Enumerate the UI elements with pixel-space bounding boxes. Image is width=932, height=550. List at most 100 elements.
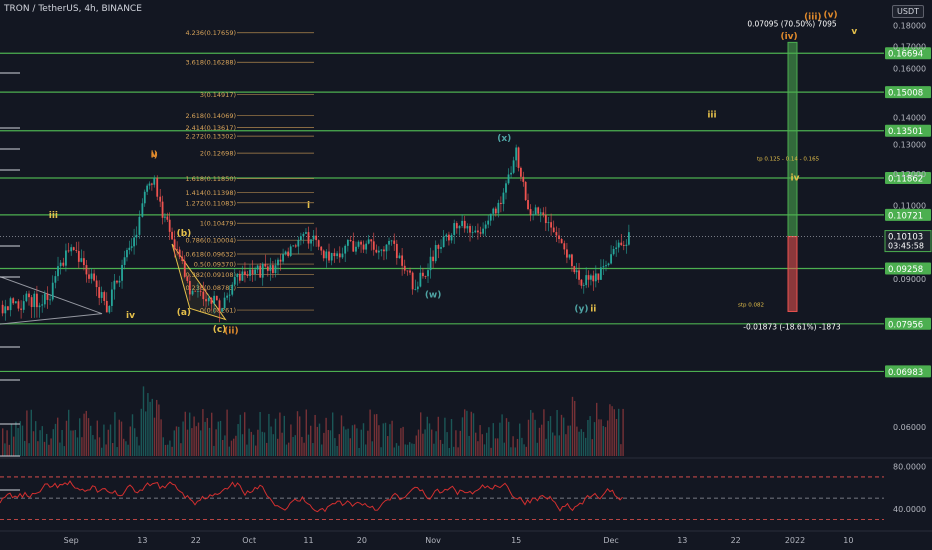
fib-label: 1.618(0.11850) bbox=[185, 175, 236, 183]
candle-body bbox=[544, 214, 547, 224]
volume-bar bbox=[389, 424, 391, 456]
volume-bar bbox=[268, 413, 270, 456]
volume-bar bbox=[294, 435, 296, 456]
volume-bar bbox=[8, 444, 10, 456]
fib-label: 0.5(0.09370) bbox=[194, 261, 236, 269]
volume-bar bbox=[193, 416, 195, 456]
wave-label: (iv) bbox=[780, 32, 797, 42]
candle-body bbox=[194, 290, 197, 292]
volume-bar bbox=[182, 421, 184, 456]
volume-bar bbox=[488, 427, 490, 456]
candle-body bbox=[98, 287, 101, 298]
candle-body bbox=[186, 276, 189, 281]
volume-bar bbox=[547, 421, 549, 456]
candle-body bbox=[542, 212, 545, 215]
candle-body bbox=[83, 258, 85, 266]
candle-body bbox=[156, 177, 159, 197]
volume-bar bbox=[178, 426, 180, 456]
candle-body bbox=[517, 147, 520, 168]
volume-bar bbox=[303, 442, 305, 456]
candle-body bbox=[261, 263, 264, 278]
level-price-label: 0.09258 bbox=[888, 265, 923, 275]
volume-bar bbox=[50, 438, 52, 456]
level-price-badge bbox=[885, 86, 931, 99]
candle-body bbox=[330, 252, 333, 261]
candle-body bbox=[489, 213, 492, 221]
volume-bar bbox=[615, 418, 618, 456]
candle-body bbox=[409, 270, 411, 273]
candle-body bbox=[602, 266, 605, 268]
candle-body bbox=[463, 220, 466, 229]
volume-bar bbox=[442, 443, 444, 456]
volume-bar bbox=[446, 432, 448, 456]
candle-body bbox=[20, 308, 22, 310]
volume-bar bbox=[2, 428, 4, 456]
candle-body bbox=[108, 305, 111, 313]
position-loss-zone bbox=[787, 236, 798, 312]
candle-body bbox=[390, 240, 393, 242]
volume-bar bbox=[611, 406, 613, 456]
candle-body bbox=[95, 280, 98, 288]
volume-bar bbox=[536, 442, 538, 456]
volume-bar bbox=[217, 421, 219, 456]
volume-bar bbox=[96, 420, 98, 456]
candle-body bbox=[236, 273, 239, 278]
candle-body bbox=[580, 279, 583, 286]
time-tick-label: Sep bbox=[64, 536, 79, 545]
volume-bar bbox=[481, 434, 483, 456]
fib-label: 3.618(0.16288) bbox=[185, 59, 236, 67]
volume-bar bbox=[125, 441, 127, 456]
candle-body bbox=[128, 247, 131, 250]
volume-bar bbox=[519, 423, 521, 456]
candle-body bbox=[199, 291, 202, 292]
volume-bar bbox=[149, 401, 151, 456]
candle-body bbox=[625, 244, 628, 246]
volume-bar bbox=[525, 446, 527, 456]
volume-bar bbox=[358, 447, 360, 456]
candle-body bbox=[143, 191, 146, 204]
candle-body bbox=[33, 293, 36, 308]
volume-bar bbox=[37, 441, 39, 456]
volume-bar bbox=[153, 417, 156, 456]
level-price-badge bbox=[885, 365, 931, 378]
volume-bar bbox=[246, 444, 248, 456]
volume-bar bbox=[486, 432, 488, 456]
currency-button[interactable]: USDT bbox=[892, 5, 924, 18]
candle-body bbox=[372, 241, 375, 250]
volume-bar bbox=[114, 412, 116, 456]
volume-bar bbox=[558, 435, 560, 456]
candle-body bbox=[317, 240, 320, 247]
candle-body bbox=[338, 253, 341, 258]
volume-bar bbox=[10, 424, 13, 456]
candle-body bbox=[57, 266, 59, 277]
volume-bar bbox=[314, 414, 316, 456]
candle-body bbox=[215, 295, 218, 301]
candle-body bbox=[534, 207, 537, 215]
candle-body bbox=[302, 233, 305, 237]
volume-bar bbox=[248, 428, 250, 456]
time-tick-label: Dec bbox=[603, 536, 618, 545]
candle-body bbox=[221, 308, 223, 312]
volume-bar bbox=[48, 444, 50, 456]
candle-body bbox=[360, 241, 362, 245]
candle-body bbox=[380, 249, 383, 251]
volume-bar bbox=[477, 441, 479, 456]
volume-bar bbox=[138, 445, 140, 456]
volume-bar bbox=[290, 424, 292, 456]
price-tick-label: 0.17000 bbox=[893, 43, 926, 52]
wave-label: iv bbox=[126, 311, 135, 321]
volume-bar bbox=[461, 417, 464, 456]
price-tick-label: 0.12000 bbox=[893, 170, 926, 179]
time-tick-label: 20 bbox=[357, 536, 367, 545]
volume-bar bbox=[288, 442, 290, 456]
candle-body bbox=[522, 176, 525, 182]
volume-bar bbox=[391, 420, 393, 456]
candle-body bbox=[168, 219, 171, 232]
volume-bar bbox=[497, 438, 499, 456]
volume-bar bbox=[103, 424, 105, 456]
rsi-tick-label: 40.0000 bbox=[893, 505, 926, 514]
candle-body bbox=[539, 212, 542, 214]
candle-body bbox=[249, 269, 251, 276]
candle-body bbox=[171, 231, 173, 240]
